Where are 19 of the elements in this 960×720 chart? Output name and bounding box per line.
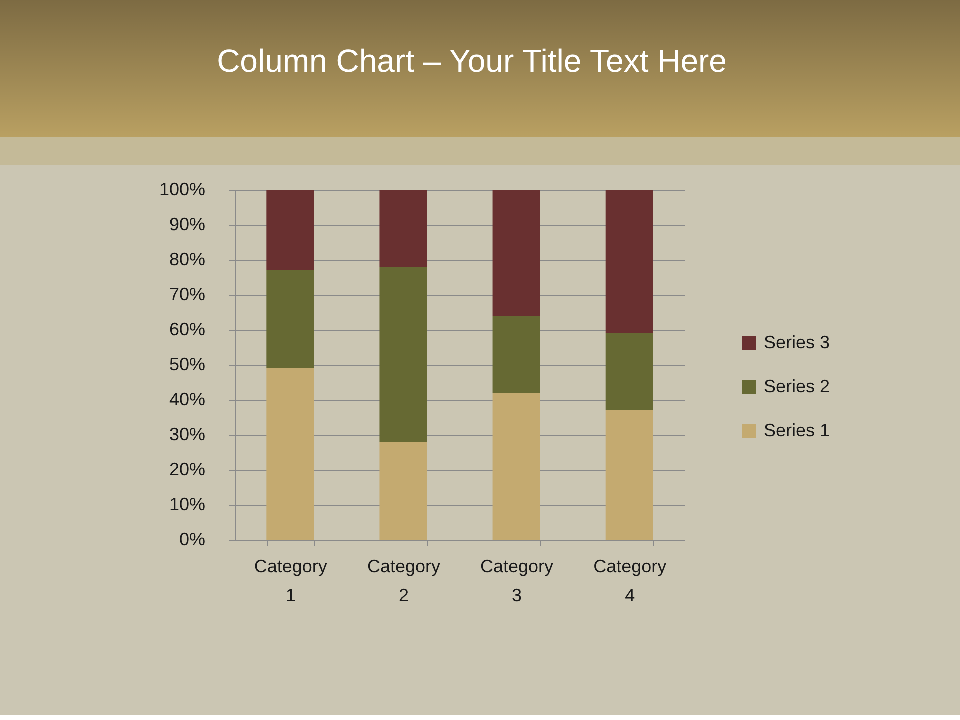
y-tick-label: 60% <box>169 320 206 340</box>
y-tick-label: 50% <box>169 354 206 374</box>
y-tick-label: 70% <box>169 284 206 304</box>
x-tick-label: Category 4 <box>594 556 667 606</box>
x-tick-label: Category 1 <box>254 556 328 606</box>
y-tick-label: 10% <box>169 494 206 514</box>
y-tick-label: 0% <box>179 530 206 550</box>
y-tick-label: 80% <box>169 250 206 270</box>
legend-label: Series 2 <box>764 376 830 396</box>
y-tick-label: 30% <box>169 424 206 444</box>
legend-label: Series 1 <box>764 420 830 440</box>
y-tick-label: 20% <box>169 460 206 480</box>
y-tick-label: 100% <box>159 180 206 200</box>
x-tick-label: Category 3 <box>480 556 554 606</box>
x-tick-label: Category 2 <box>367 556 440 606</box>
y-tick-label: 90% <box>169 214 206 234</box>
y-tick-label: 40% <box>169 390 206 410</box>
legend-label: Series 3 <box>764 332 830 352</box>
chart-title: Column Chart – Your Title Text Here <box>217 43 727 79</box>
